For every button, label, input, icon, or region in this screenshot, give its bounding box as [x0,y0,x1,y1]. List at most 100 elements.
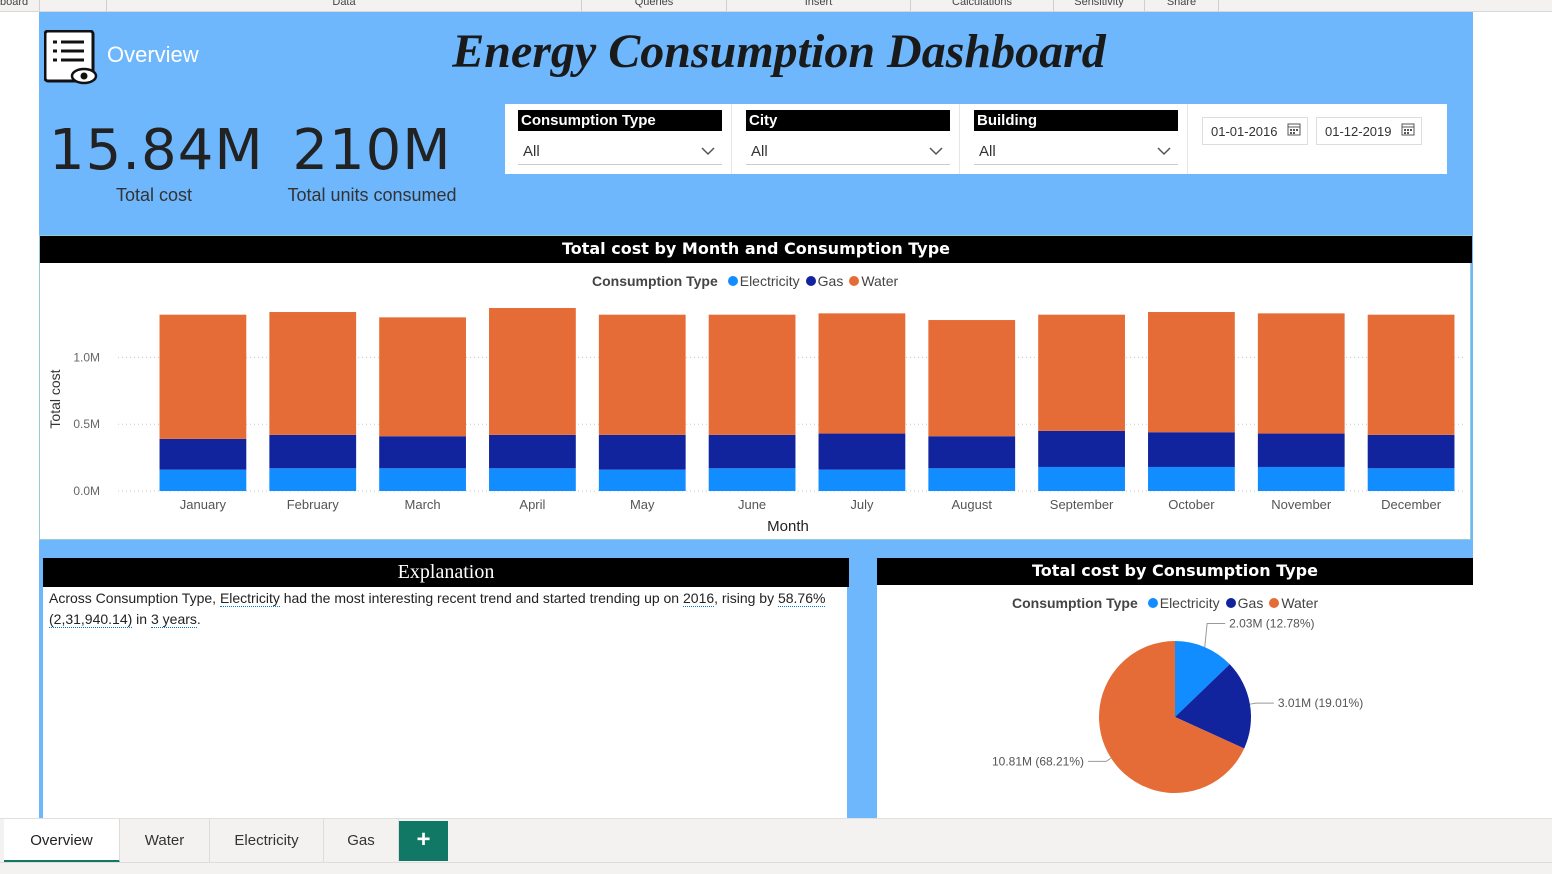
pie-data-label: 3.01M (19.01%) [1278,696,1363,710]
bar-water-july[interactable] [818,313,906,434]
pie-chart: 2.03M (12.78%) 3.01M (19.01%) 10.81M (68.2… [992,617,1363,793]
bar-water-march[interactable] [379,317,466,437]
filter-divider [731,104,732,174]
pie-chart-legend: Consumption Type Electricity Gas Water [1012,595,1322,611]
slicer-building-dropdown[interactable]: All [974,139,1178,165]
bar-chart-ylabel: Total cost [47,369,63,428]
bar-electricity-october[interactable] [1148,466,1235,491]
filter-divider [959,104,960,174]
explanation-text-part: , rising by [714,590,778,606]
slicer-city-dropdown[interactable]: All [746,139,950,165]
ribbon-group-share[interactable]: Share [1145,0,1219,11]
bar-water-august[interactable] [928,320,1016,437]
bar-electricity-march[interactable] [379,468,466,491]
legend-item-electricity[interactable]: Electricity [1159,595,1220,611]
bar-gas-february[interactable] [269,434,357,469]
bar-gas-july[interactable] [818,433,906,470]
bar-gas-june[interactable] [708,434,796,469]
bar-water-november[interactable] [1257,313,1345,434]
calendar-icon[interactable] [1401,122,1415,139]
calendar-icon[interactable] [1287,122,1301,139]
bar-gas-may[interactable] [598,434,686,470]
filter-divider [1187,104,1188,174]
slicer-building: Building All [974,110,1178,165]
bar-chart-xlabel: Month [767,518,809,535]
pie-chart-panel[interactable]: Total cost by Consumption Type Consumpti… [877,558,1473,818]
ribbon-group-board[interactable]: board [0,0,40,11]
bar-gas-march[interactable] [379,436,466,469]
date-end-input[interactable]: 01-12-2019 [1316,117,1422,145]
kpi-total-cost-value: 15.84M [49,118,264,183]
tab-gas[interactable]: Gas [324,819,399,863]
bar-electricity-august[interactable] [928,468,1016,491]
bar-gas-august[interactable] [928,436,1016,469]
bar-electricity-september[interactable] [1038,466,1125,491]
bar-water-may[interactable] [598,314,686,435]
explanation-link-amount[interactable]: (2,31,940.14) [49,611,133,628]
bar-water-january[interactable] [159,314,247,439]
bar-water-april[interactable] [489,308,576,435]
plus-icon[interactable]: + [399,821,448,861]
bar-electricity-june[interactable] [708,468,796,491]
bar-electricity-november[interactable] [1257,466,1345,491]
legend-item-water[interactable]: Water [1281,595,1319,611]
ribbon-group-queries[interactable]: Queries [582,0,727,11]
bar-gas-october[interactable] [1148,432,1235,467]
tab-water[interactable]: Water [120,819,210,863]
kpi-total-units-value: 210M [292,118,452,183]
bar-gas-december[interactable] [1367,434,1455,469]
x-tick-label: September [1050,497,1114,512]
bar-electricity-january[interactable] [159,469,247,491]
legend-item-water[interactable]: Water [861,273,899,289]
bar-water-february[interactable] [269,312,357,435]
legend-item-gas[interactable]: Gas [1237,595,1264,611]
explanation-link-percent[interactable]: 58.76% [777,590,826,607]
pie-slice-gas[interactable] [1175,664,1251,749]
pie-data-label: 2.03M (12.78%) [1229,617,1314,631]
divider [0,862,1552,863]
bar-gas-september[interactable] [1038,430,1125,467]
page-title: Energy Consumption Dashboard [452,25,1106,78]
bar-chart-panel[interactable]: Total cost by Month and Consumption Type… [39,235,1472,540]
bar-water-october[interactable] [1148,312,1235,433]
ribbon-group-sensitivity[interactable]: Sensitivity [1054,0,1145,11]
slicer-consumption-type-dropdown[interactable]: All [518,139,722,165]
legend-title: Consumption Type [592,273,718,289]
bar-water-september[interactable] [1038,314,1125,431]
bar-gas-april[interactable] [489,434,576,469]
date-start-value: 01-01-2016 [1211,124,1278,139]
bar-electricity-december[interactable] [1367,468,1455,491]
slicer-city-header: City [746,110,950,131]
bar-water-june[interactable] [708,314,796,435]
bar-gas-january[interactable] [159,438,247,470]
x-tick-label: March [405,497,441,512]
bar-electricity-february[interactable] [269,468,357,491]
pie-slice-water[interactable] [1099,641,1245,793]
legend-title: Consumption Type [1012,595,1138,611]
date-start-input[interactable]: 01-01-2016 [1202,117,1308,145]
bar-chart-title: Total cost by Month and Consumption Type [40,236,1472,263]
bar-electricity-july[interactable] [818,469,906,491]
bar-electricity-may[interactable] [598,469,686,491]
explanation-link-duration[interactable]: 3 years [150,611,197,628]
kpi-total-units-label: Total units consumed [287,185,457,205]
legend-item-electricity[interactable]: Electricity [739,273,800,289]
page-tabs: Overview Water Electricity Gas + [0,818,1552,874]
explanation-link-year[interactable]: 2016 [683,590,715,607]
report-eye-icon[interactable] [43,29,98,86]
chevron-down-icon [928,143,944,162]
explanation-link-electricity[interactable]: Electricity [219,590,280,607]
ribbon-group-insert[interactable]: Insert [727,0,911,11]
bar-electricity-april[interactable] [489,468,576,491]
legend-item-gas[interactable]: Gas [817,273,844,289]
explanation-text-part: Across Consumption Type, [49,590,220,606]
tab-overview[interactable]: Overview [4,819,120,863]
ribbon-group-calculations[interactable]: Calculations [911,0,1054,11]
x-tick-label: December [1381,497,1442,512]
bar-gas-november[interactable] [1257,433,1345,467]
pie-slice-electricity[interactable] [1175,641,1230,717]
date-end-value: 01-12-2019 [1325,124,1392,139]
tab-electricity[interactable]: Electricity [210,819,324,863]
ribbon-group-data[interactable]: Data [106,0,582,11]
bar-water-december[interactable] [1367,314,1455,435]
